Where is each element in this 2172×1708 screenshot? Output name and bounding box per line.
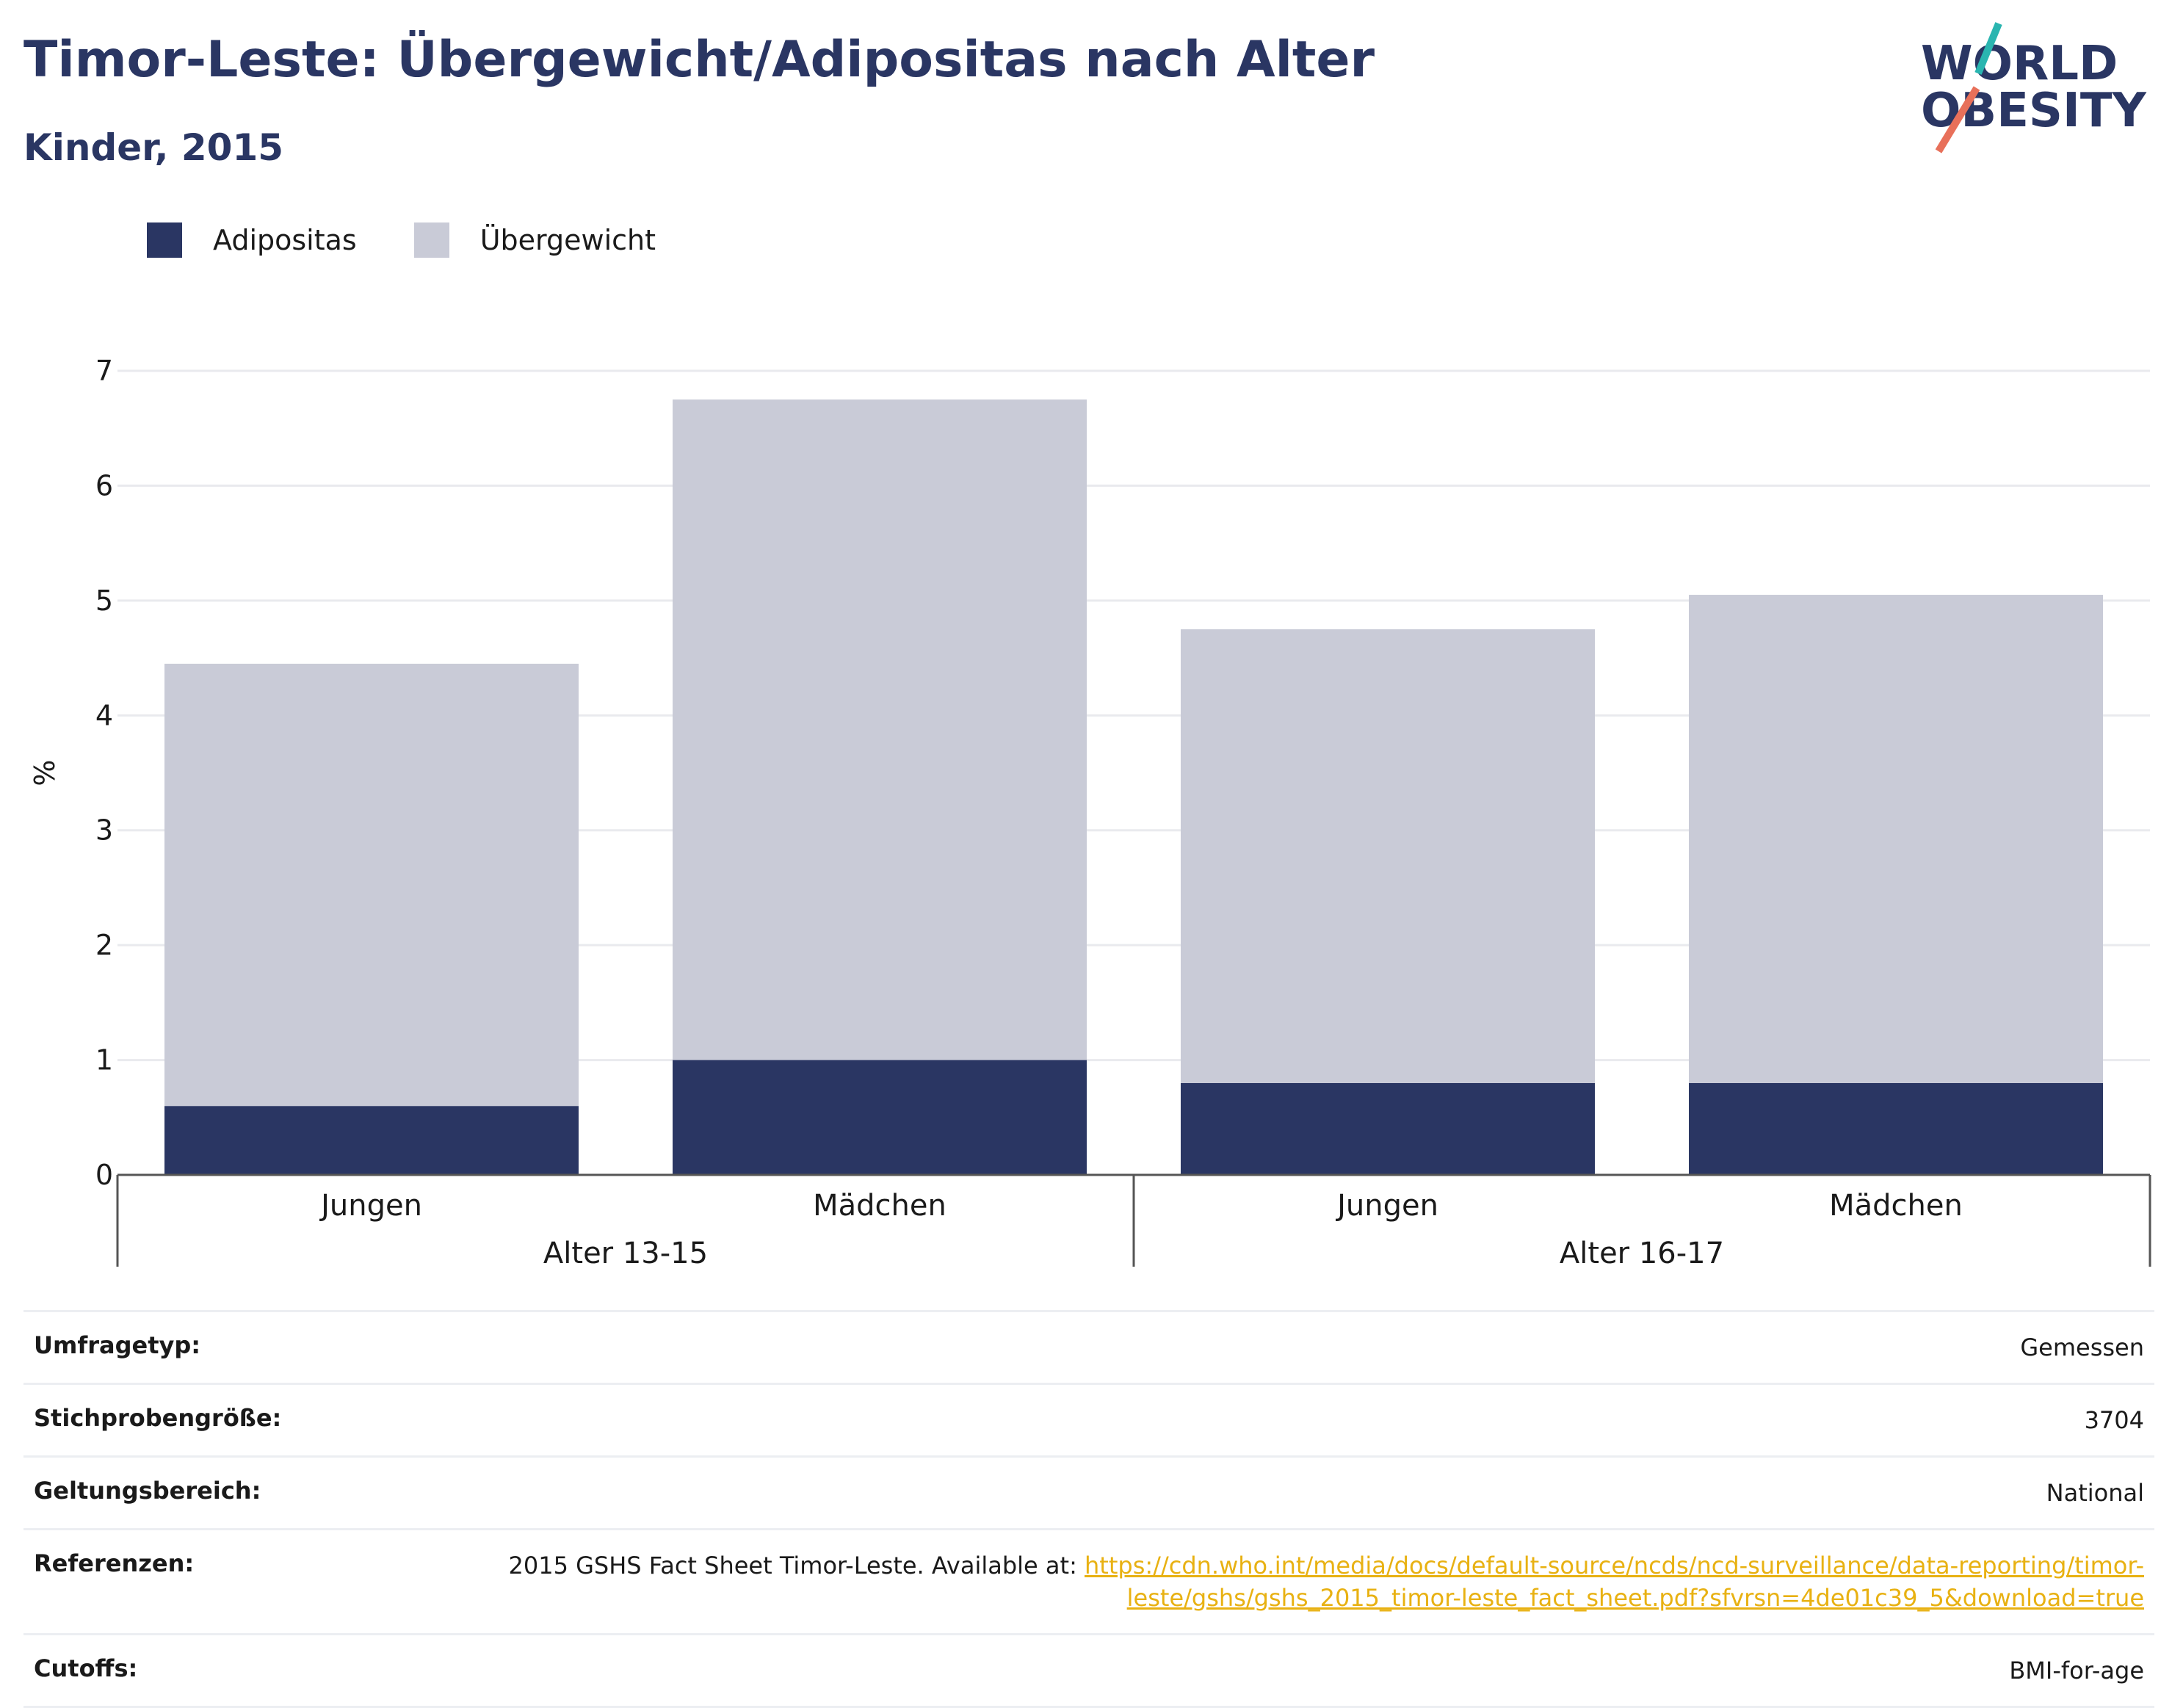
- meta-value-text: National: [2046, 1479, 2144, 1507]
- x-category-label: Mädchen: [1829, 1189, 1963, 1223]
- legend-label-uebergewicht: Übergewicht: [479, 224, 656, 256]
- chart-subtitle: Kinder, 2015: [23, 126, 284, 169]
- logo-text-world: WORLD: [1921, 37, 2118, 91]
- meta-row: Geltungsbereich: National: [23, 1455, 2154, 1528]
- bar-adipositas-0: [164, 1106, 579, 1175]
- meta-row: Umfragetyp: Gemessen: [23, 1310, 2154, 1383]
- meta-value: 3704: [2085, 1404, 2144, 1436]
- legend-swatch-uebergewicht: [413, 222, 449, 258]
- legend-item-uebergewicht[interactable]: Übergewicht: [413, 222, 656, 258]
- meta-label: Umfragetyp:: [34, 1331, 201, 1359]
- bar-adipositas-1: [673, 1060, 1087, 1175]
- x-group-label: Alter 13-15: [543, 1237, 708, 1270]
- legend-item-adipositas[interactable]: Adipositas: [147, 222, 357, 258]
- meta-label: Stichprobengröße:: [34, 1404, 282, 1432]
- bar-uebergewicht-1: [673, 399, 1087, 1060]
- meta-value-text: 2015 GSHS Fact Sheet Timor-Leste. Availa…: [508, 1552, 1077, 1579]
- y-tick-label: 3: [95, 814, 113, 847]
- y-tick-label: 5: [95, 585, 113, 617]
- bar-adipositas-3: [1689, 1082, 2103, 1175]
- y-tick-label: 0: [95, 1159, 113, 1191]
- y-tick-label: 2: [95, 929, 113, 961]
- legend-swatch-adipositas: [147, 222, 182, 258]
- meta-value: 2015 GSHS Fact Sheet Timor-Leste. Availa…: [470, 1549, 2144, 1614]
- meta-value: National: [2046, 1477, 2144, 1509]
- meta-value: BMI-for-age: [2009, 1654, 2144, 1687]
- y-axis-label: %: [29, 759, 61, 786]
- x-group-label: Alter 16-17: [1560, 1237, 1724, 1270]
- y-tick-label: 7: [95, 355, 113, 387]
- meta-row: Referenzen: 2015 GSHS Fact Sheet Timor-Le…: [23, 1528, 2154, 1633]
- bar-adipositas-2: [1181, 1082, 1595, 1175]
- world-obesity-logo: WORLD OBESITY: [1921, 22, 2146, 153]
- x-category-label: Jungen: [1335, 1189, 1438, 1223]
- bar-uebergewicht-3: [1689, 595, 2103, 1083]
- x-category-label: Jungen: [319, 1189, 422, 1223]
- reference-link[interactable]: https://cdn.who.int/media/docs/default-s…: [1085, 1552, 2144, 1612]
- meta-value: Gemessen: [2020, 1331, 2144, 1364]
- logo-slash-teal: [1974, 22, 2002, 75]
- bar-uebergewicht-0: [164, 663, 579, 1107]
- meta-label: Referenzen:: [34, 1549, 195, 1577]
- logo-text-obesity: OBESITY: [1921, 84, 2146, 138]
- stacked-bar-chart: 0 1 2 3 4 5 6 7% Jungen Mädchen Jungen Mädchen Alter…: [29, 355, 2151, 1270]
- y-tick-label: 1: [95, 1044, 113, 1076]
- bar-uebergewicht-2: [1181, 629, 1595, 1083]
- meta-value-text: Gemessen: [2020, 1334, 2144, 1361]
- meta-value-text: 3704: [2084, 1406, 2144, 1434]
- meta-label: Geltungsbereich:: [34, 1477, 261, 1505]
- logo-slash-coral: [1935, 86, 1980, 153]
- legend-label-adipositas: Adipositas: [213, 224, 357, 256]
- y-tick-label: 6: [95, 469, 113, 502]
- metadata-table: Umfragetyp: Gemessen Stichprobengröße: 3704…: [23, 1310, 2154, 1708]
- meta-label: Cutoffs:: [34, 1654, 138, 1682]
- chart-legend: Adipositas Übergewicht: [147, 222, 713, 258]
- meta-row: Cutoffs: BMI-for-age: [23, 1633, 2154, 1708]
- meta-value-text: BMI-for-age: [2009, 1657, 2144, 1685]
- meta-row: Stichprobengröße: 3704: [23, 1383, 2154, 1455]
- chart-title: Timor-Leste: Übergewicht/Adipositas nach…: [23, 31, 1375, 89]
- y-tick-label: 4: [95, 699, 113, 731]
- x-category-label: Mädchen: [813, 1189, 946, 1223]
